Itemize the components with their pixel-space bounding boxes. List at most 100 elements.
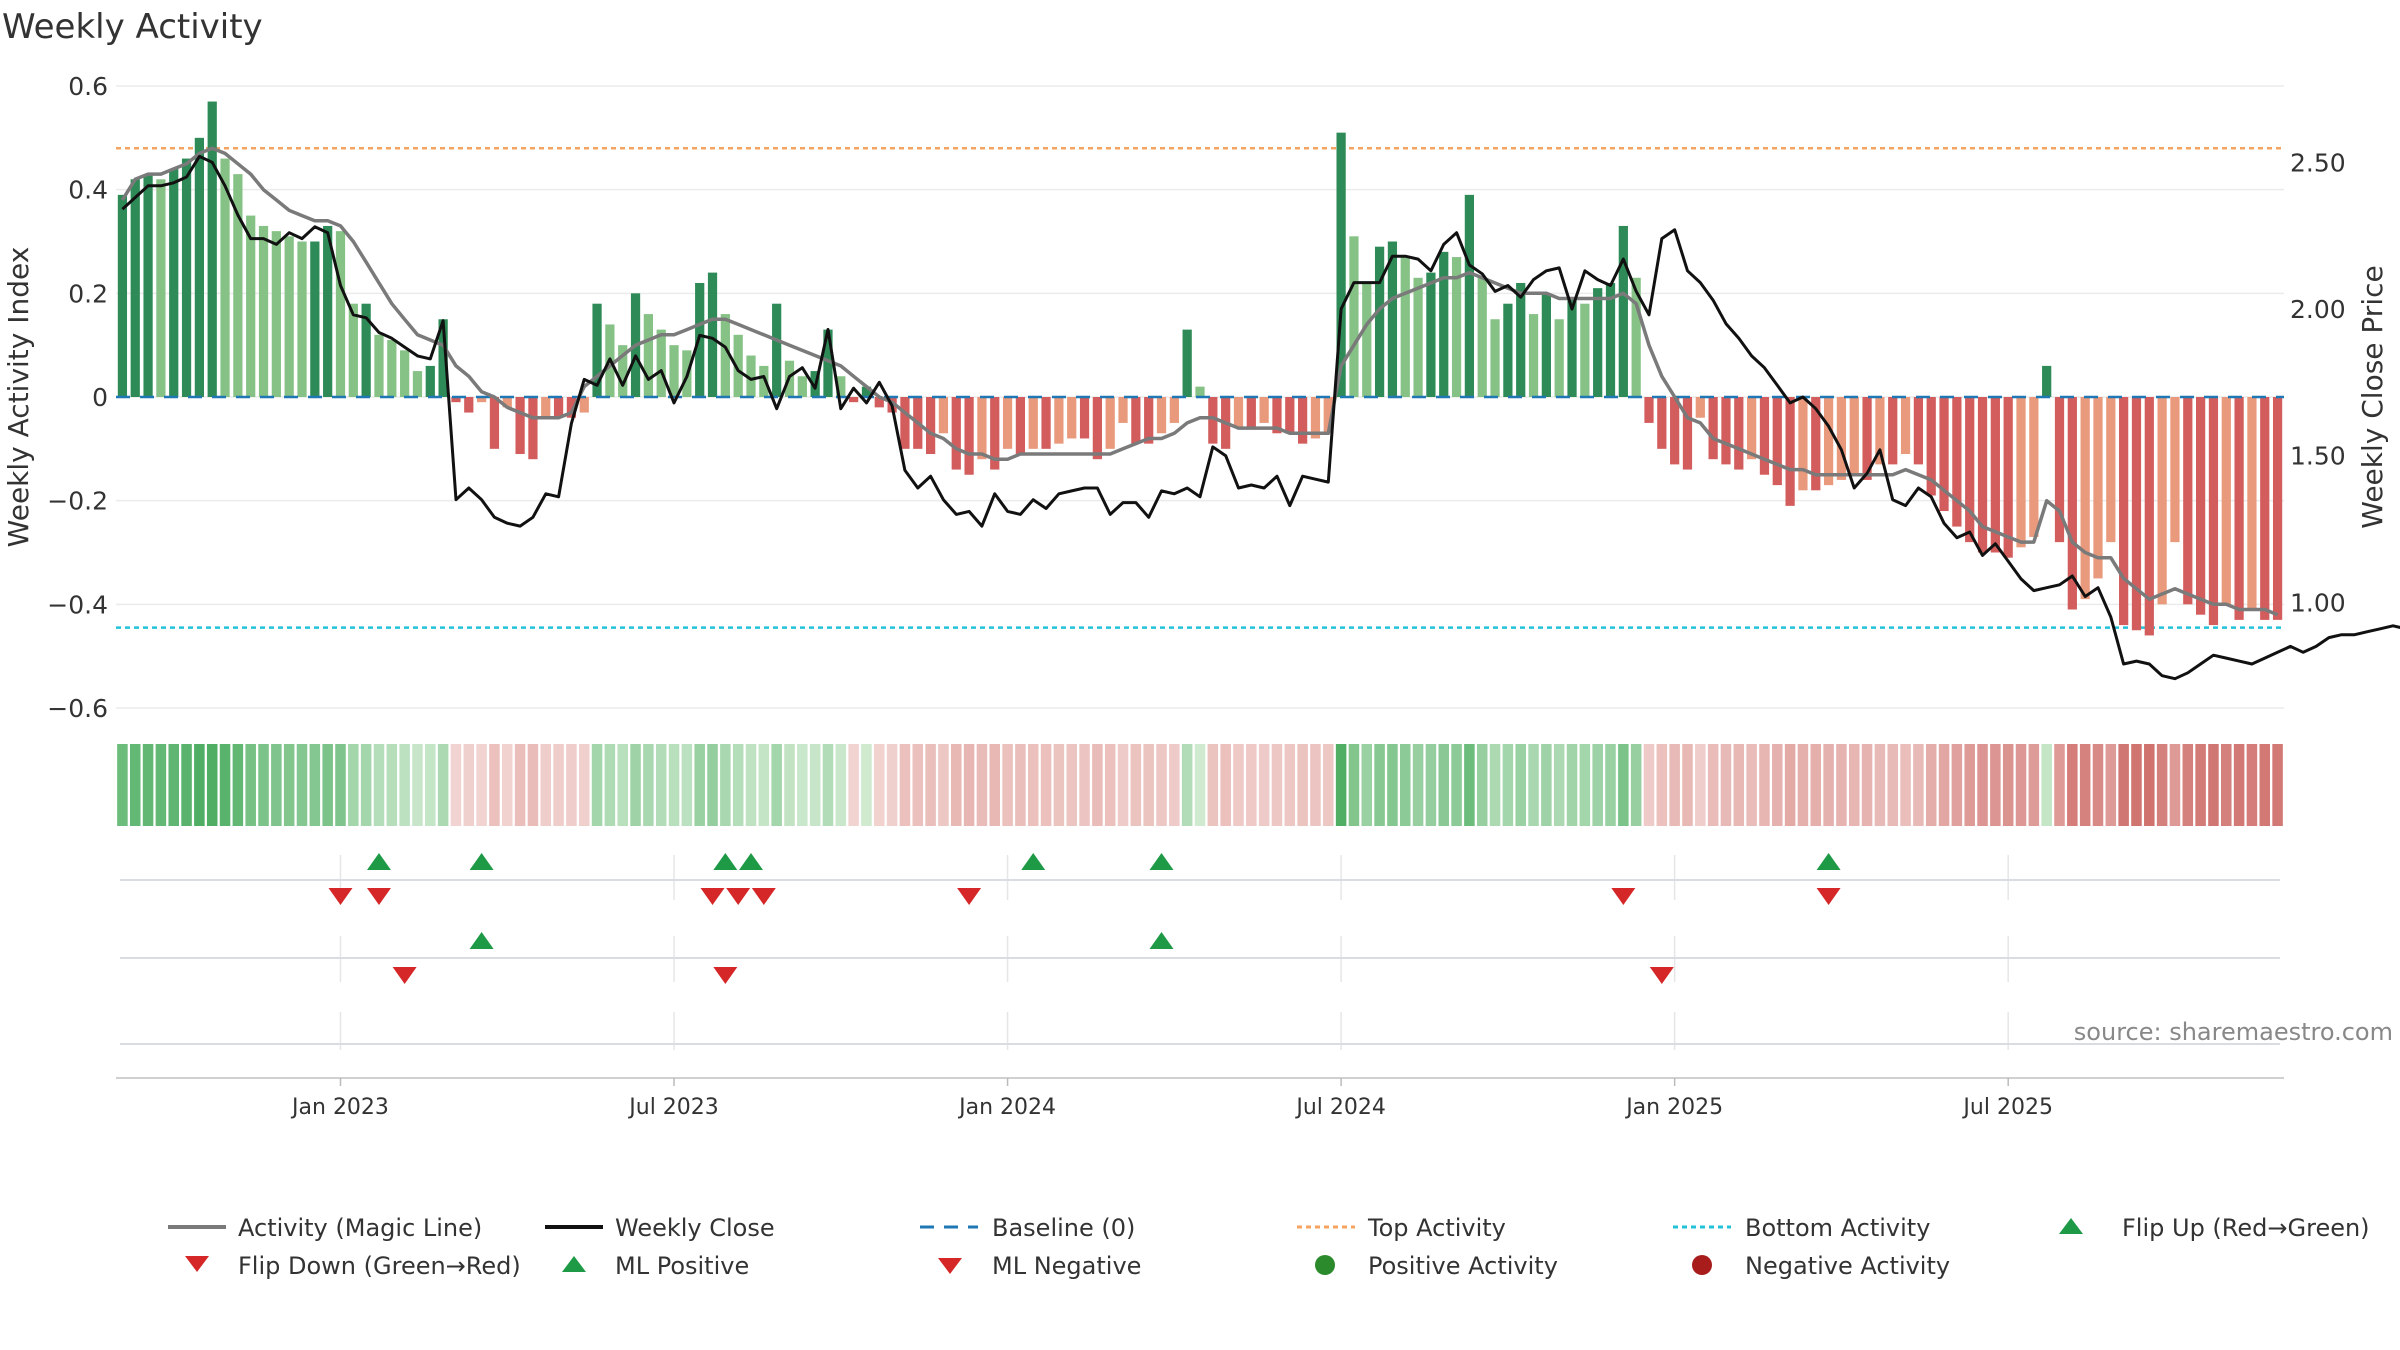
right-y-axis: 2.50 2.00 1.50 1.00 bbox=[2290, 148, 2346, 617]
activity-bar bbox=[1785, 397, 1795, 506]
heat-cell bbox=[2195, 744, 2206, 826]
heat-cell bbox=[181, 744, 192, 826]
activity-bar bbox=[2272, 397, 2283, 620]
heat-cell bbox=[1104, 744, 1116, 826]
legend-baseline-label: Baseline (0) bbox=[992, 1214, 1135, 1242]
flip-down-marker bbox=[726, 888, 751, 905]
activity-bar bbox=[387, 339, 397, 397]
heat-cell bbox=[745, 744, 757, 826]
activity-bar bbox=[2221, 397, 2231, 605]
heat-cell bbox=[1823, 744, 1834, 826]
activity-bar bbox=[643, 314, 653, 397]
heat-cell bbox=[809, 744, 821, 826]
heat-cell bbox=[1425, 744, 1437, 826]
legend-flip-down-icon bbox=[185, 1256, 209, 1272]
heat-cell bbox=[1772, 744, 1783, 826]
activity-bar bbox=[2003, 397, 2013, 558]
heat-cell bbox=[784, 744, 795, 826]
heat-cell bbox=[861, 744, 872, 826]
activity-bar bbox=[2042, 365, 2052, 397]
heat-cell bbox=[578, 744, 590, 826]
activity-bar bbox=[1349, 236, 1359, 397]
activity-bar bbox=[2016, 397, 2026, 548]
activity-bar bbox=[951, 397, 961, 470]
activity-bar bbox=[2029, 397, 2039, 537]
activity-bar bbox=[1618, 225, 1628, 397]
activity-bar bbox=[220, 158, 230, 397]
activity-bar bbox=[823, 329, 833, 397]
heat-cell bbox=[1528, 744, 1539, 826]
heat-cell bbox=[1566, 744, 1578, 826]
ml-positive-marker bbox=[1149, 932, 1174, 949]
activity-bar bbox=[1259, 397, 1269, 423]
heat-cell bbox=[1502, 744, 1514, 826]
heat-cell bbox=[1374, 744, 1385, 826]
heat-cell bbox=[2079, 744, 2091, 826]
flip-down-marker bbox=[1611, 888, 1636, 905]
activity-bar bbox=[925, 397, 936, 455]
ml-negative-marker bbox=[713, 967, 738, 984]
heat-cell bbox=[2259, 744, 2271, 826]
heat-cell bbox=[1579, 744, 1591, 826]
activity-bar bbox=[541, 397, 551, 418]
heat-cell bbox=[1066, 744, 1077, 826]
left-y-axis: 0.6 0.4 0.2 0 −0.2 −0.4 −0.6 bbox=[47, 72, 108, 723]
heat-cell bbox=[1169, 744, 1180, 826]
signal-markers bbox=[120, 853, 2280, 1045]
reference-lines bbox=[116, 146, 2284, 629]
activity-bar bbox=[720, 314, 730, 397]
legend-ml-positive-label: ML Positive bbox=[615, 1252, 749, 1280]
heat-cell bbox=[1323, 744, 1334, 826]
heat-cell bbox=[1913, 744, 1924, 826]
ml-negative-marker bbox=[392, 967, 417, 984]
heat-cell bbox=[1464, 744, 1475, 826]
heat-cell bbox=[489, 744, 500, 826]
activity-bar bbox=[1836, 397, 1847, 480]
activity-bar bbox=[181, 158, 192, 397]
activity-bar bbox=[1798, 397, 1808, 491]
activity-bar bbox=[553, 397, 564, 418]
heat-cell bbox=[1797, 744, 1809, 826]
heat-cell bbox=[1002, 744, 1013, 826]
activity-bar bbox=[1503, 303, 1513, 397]
activity-bar bbox=[1464, 194, 1475, 397]
activity-bar bbox=[1516, 282, 1526, 397]
heat-cell bbox=[822, 744, 834, 826]
activity-bar bbox=[1708, 397, 1718, 460]
heat-cell bbox=[1643, 744, 1655, 826]
activity-bar bbox=[1054, 397, 1064, 444]
activity-bar bbox=[592, 303, 602, 397]
heat-cell bbox=[155, 744, 167, 826]
heat-cell bbox=[2092, 744, 2104, 826]
heat-cell bbox=[2041, 744, 2052, 826]
heat-cell bbox=[206, 744, 218, 826]
activity-bar bbox=[528, 397, 538, 460]
activity-bar bbox=[271, 231, 281, 397]
left-y-axis-label: Weekly Activity Index bbox=[2, 247, 35, 548]
heat-cell bbox=[168, 744, 179, 826]
heat-cell bbox=[1733, 744, 1745, 826]
activity-bar bbox=[1541, 293, 1551, 397]
activity-bar bbox=[2080, 397, 2090, 600]
flip-up-marker bbox=[739, 853, 764, 870]
activity-bar bbox=[1079, 397, 1090, 439]
activity-bar bbox=[1298, 397, 1308, 444]
legend-flip-up-label: Flip Up (Red→Green) bbox=[2122, 1214, 2370, 1242]
heat-cell bbox=[296, 744, 308, 826]
heat-cell bbox=[1682, 744, 1693, 826]
activity-bar bbox=[1721, 397, 1731, 465]
flip-down-marker bbox=[700, 888, 725, 905]
heat-cell bbox=[2002, 744, 2014, 826]
heat-cell bbox=[1605, 744, 1616, 826]
flip-down-marker bbox=[751, 888, 776, 905]
heat-cell bbox=[386, 744, 398, 826]
activity-bar bbox=[117, 194, 128, 397]
heat-cell bbox=[2182, 744, 2194, 826]
activity-bar bbox=[874, 397, 884, 408]
activity-bar bbox=[1644, 397, 1654, 423]
heat-cell bbox=[117, 744, 128, 826]
activity-bar bbox=[1323, 397, 1333, 434]
activity-bar bbox=[861, 386, 872, 397]
activity-bar bbox=[836, 376, 846, 397]
heat-cell bbox=[1951, 744, 1963, 826]
